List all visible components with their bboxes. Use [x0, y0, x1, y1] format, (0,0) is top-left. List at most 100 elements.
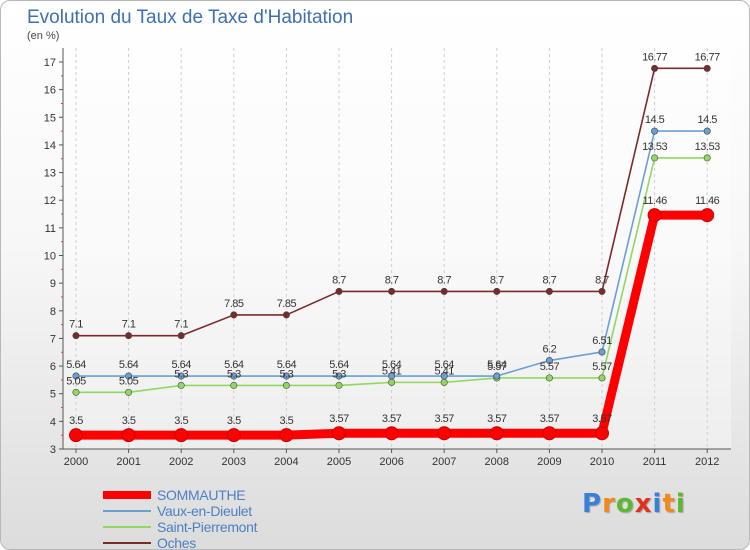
series-point-3 [703, 64, 711, 72]
data-label: 5.64 [119, 359, 139, 371]
data-label: 6.51 [592, 335, 612, 347]
data-label: 7.85 [277, 298, 297, 310]
plot-area [63, 48, 731, 449]
data-label: 3.57 [382, 413, 402, 425]
data-label: 5.64 [434, 359, 454, 371]
data-label: 5.64 [171, 359, 191, 371]
series-point-1 [598, 348, 606, 356]
data-label: 3.5 [69, 415, 83, 427]
series-point-2 [440, 378, 448, 386]
y-tick-label: 5 [50, 389, 56, 401]
y-tick-label: 10 [44, 251, 56, 263]
data-label: 8.7 [543, 274, 557, 286]
chart-title: Evolution du Taux de Taxe d'Habitation [27, 7, 354, 28]
series-point-2 [125, 388, 133, 396]
logo-letter: r [602, 489, 616, 519]
legend-label: Oches [157, 535, 196, 550]
data-label: 8.7 [595, 274, 609, 286]
series-point-0 [542, 426, 557, 441]
legend-swatch [103, 491, 151, 499]
logo-letter: i [652, 489, 663, 519]
data-label: 16.77 [642, 51, 667, 63]
legend-label: Saint-Pierremont [157, 519, 258, 535]
data-label: 13.53 [642, 141, 667, 153]
series-point-1 [177, 372, 185, 380]
data-label: 5.3 [332, 368, 346, 380]
series-point-1 [282, 372, 290, 380]
series-point-3 [440, 287, 448, 295]
series-point-2 [335, 381, 343, 389]
series-point-2 [545, 374, 553, 382]
series-point-0 [332, 426, 346, 441]
series-point-1 [651, 127, 659, 135]
data-label: 3.57 [329, 413, 349, 425]
series-point-1 [493, 372, 501, 380]
y-tick-label: 6 [50, 361, 56, 373]
x-tick-label: 2009 [537, 456, 561, 468]
data-label: 7.1 [122, 319, 136, 331]
series-point-3 [335, 287, 343, 295]
axis-layer: 3 4 5 6 7 8 9 10 11 12 13 14 15 16 17 2000 2001 2002 2003 2… [44, 48, 731, 468]
logo-letter: P [582, 489, 603, 519]
y-tick-label: 15 [44, 112, 56, 124]
data-label: 11.46 [695, 195, 720, 207]
x-tick-label: 2003 [222, 456, 246, 468]
series-layer [69, 64, 715, 443]
legend-label: Vaux-en-Dieulet [157, 503, 252, 519]
data-label: 5.3 [280, 368, 294, 380]
data-label: 3.5 [280, 415, 294, 427]
y-tick-label: 16 [44, 85, 56, 97]
series-point-1 [125, 372, 133, 380]
series-point-0 [595, 426, 609, 441]
series-point-2 [72, 388, 80, 396]
series-point-3 [282, 311, 290, 319]
logo-letter: o [615, 489, 635, 519]
series-point-3 [388, 287, 396, 295]
data-label: 8.7 [385, 274, 399, 286]
series-point-1 [388, 372, 396, 380]
data-label: 3.57 [434, 413, 454, 425]
y-tick-label: 12 [44, 195, 56, 207]
x-tick-label: 2000 [64, 456, 88, 468]
series-point-1 [72, 372, 80, 380]
legend-label: SOMMAUTHE [157, 487, 246, 503]
data-label: 5.57 [487, 361, 507, 373]
y-tick-label: 3 [50, 444, 56, 456]
series-point-3 [545, 287, 553, 295]
data-label: 3.57 [540, 413, 560, 425]
data-label: 7.85 [224, 298, 244, 310]
x-tick-label: 2008 [485, 456, 509, 468]
legend-item: Oches [103, 535, 257, 550]
series-point-3 [177, 332, 185, 340]
data-label: 3.57 [592, 413, 612, 425]
data-label: 13.53 [695, 141, 720, 153]
data-label: 7.1 [69, 319, 83, 331]
x-tick-label: 2006 [379, 456, 403, 468]
y-tick-label: 11 [45, 223, 56, 235]
x-tick-label: 2004 [274, 456, 298, 468]
legend-item: Vaux-en-Dieulet [103, 503, 257, 519]
data-label: 8.7 [332, 274, 346, 286]
x-tick-label: 2011 [643, 456, 667, 468]
series-point-3 [651, 64, 659, 72]
chart-subtitle: (en %) [27, 30, 60, 42]
data-label-layer: 3.5 3.5 3.5 3.5 3.5 3.57 3.57 3.57 3.57 3.57 3.57 1… [66, 51, 720, 427]
series-point-2 [703, 154, 711, 162]
data-label: 14.5 [645, 114, 665, 126]
series-point-3 [598, 287, 606, 295]
y-tick-label: 4 [50, 416, 56, 428]
data-label: 16.77 [695, 51, 720, 63]
legend-swatch [103, 526, 151, 528]
x-tick-label: 2007 [432, 456, 456, 468]
series-point-0 [121, 428, 136, 443]
series-point-3 [230, 311, 238, 319]
series-point-1 [440, 372, 448, 380]
data-label: 5.57 [540, 361, 560, 373]
data-label: 5.05 [66, 375, 86, 387]
series-point-1 [545, 357, 553, 365]
series-point-2 [230, 381, 238, 389]
data-label: 3.5 [227, 415, 241, 427]
y-tick-label: 17 [44, 57, 56, 69]
y-tick-label: 14 [44, 140, 56, 152]
data-label: 5.05 [119, 375, 139, 387]
